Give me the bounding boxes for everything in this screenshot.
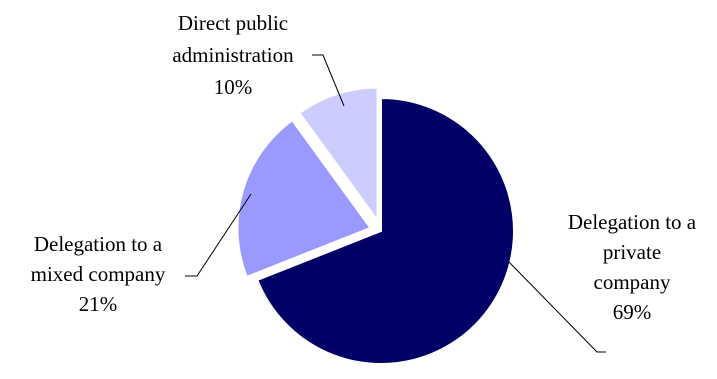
leader-lines — [185, 54, 606, 353]
slice-value-label-private-company: 69% — [613, 300, 652, 324]
slice-value-label-mixed-company: 21% — [79, 292, 118, 316]
slice-label-mixed-company-line-1: Delegation to a — [34, 232, 163, 256]
leader-line-mixed-company — [185, 193, 252, 277]
slice-label-direct-public-administration-line-1: Direct public — [178, 11, 288, 35]
pie-slices — [236, 86, 515, 365]
slice-value-label-direct-public-administration: 10% — [214, 75, 253, 99]
slice-label-private-company-line-1: Delegation to a — [568, 210, 697, 234]
slice-label-mixed-company-line-2: mixed company — [31, 262, 166, 286]
slice-label-private-company-line-3: company — [594, 270, 671, 294]
slice-label-direct-public-administration-line-2: administration — [172, 43, 294, 67]
slice-label-private-company-line-2: private — [603, 240, 661, 264]
leader-line-private-company — [508, 261, 606, 353]
pie-slice-mixed-company — [236, 118, 373, 279]
leader-line-direct-public-administration — [312, 54, 345, 107]
pie-slice-direct-public-administration — [298, 86, 379, 224]
slice-labels: Delegation to a private company 69% Delegati… — [31, 11, 697, 324]
pie-slice-private-company — [256, 96, 515, 365]
